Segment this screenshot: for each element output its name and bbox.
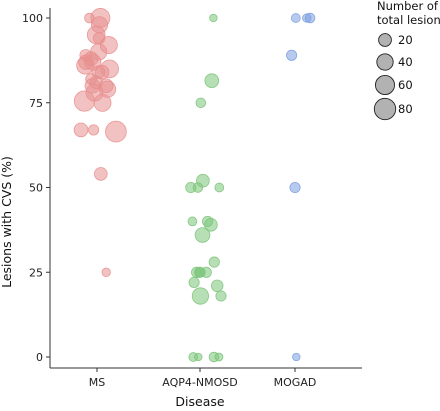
y-ticks: 0 25 50 75 100: [22, 12, 50, 364]
bubble-aqp4-nmosd-6: [214, 182, 225, 193]
bubble-aqp4-nmosd-18: [191, 287, 209, 305]
legend-items: 20 40 60 80: [373, 33, 413, 121]
x-axis-title: Disease: [175, 394, 224, 409]
bubble-aqp4-nmosd-11: [208, 256, 220, 268]
bubble-aqp4-nmosd-15: [200, 266, 212, 278]
bubble-mogad-2: [304, 12, 316, 24]
bubble-aqp4-nmosd-7: [187, 216, 198, 227]
bubble-aqp4-nmosd-23: [214, 352, 224, 362]
legend-label-1: 40: [398, 55, 413, 69]
legend-title-line-2: total lesions:: [377, 13, 440, 27]
bubble-ms-26: [94, 167, 108, 181]
legend-label-3: 80: [398, 102, 413, 116]
bubble-aqp4-nmosd-16: [188, 276, 200, 288]
bubble-ms-23: [73, 122, 89, 138]
legend-bubble-1: [376, 53, 394, 71]
bubble-mogad-4: [289, 181, 301, 194]
y-tick-label-1: 25: [29, 266, 43, 279]
bubble-aqp4-nmosd-2: [195, 97, 207, 109]
legend-label-0: 20: [398, 33, 413, 47]
bubble-ms-22: [93, 93, 112, 112]
bubble-aqp4-nmosd-0: [209, 13, 218, 23]
bubble-aqp4-nmosd-5: [192, 182, 204, 193]
y-tick-label-3: 75: [29, 97, 43, 110]
y-axis: 0 25 50 75 100: [22, 8, 51, 368]
x-tick-label-1: AQP4-NMOSD: [162, 376, 237, 389]
bubble-ms-24: [88, 124, 100, 136]
x-ticks: MS AQP4-NMOSD MOGAD: [89, 368, 317, 389]
legend-bubble-2: [375, 74, 396, 95]
y-axis-title: Lesions with CVS (%): [0, 156, 14, 288]
legend-title-line-1: Number of: [377, 0, 439, 13]
x-tick-label-2: MOGAD: [274, 376, 317, 389]
bubble-mogad-5: [292, 352, 301, 362]
legend-bubble-0: [378, 33, 392, 47]
x-axis: MS AQP4-NMOSD MOGAD: [50, 367, 362, 389]
y-tick-label-4: 100: [22, 12, 43, 25]
bubble-aqp4-nmosd-17: [210, 279, 224, 293]
legend-label-2: 60: [398, 78, 413, 92]
legend: Number of total lesions: 20 40 60 80: [373, 0, 440, 121]
y-tick-label-2: 50: [29, 182, 43, 195]
bubble-ms-21: [73, 90, 95, 112]
bubble-mogad-3: [286, 49, 298, 61]
bubble-mogad-0: [290, 13, 301, 23]
bubble-aqp4-nmosd-9: [204, 218, 218, 232]
bubble-aqp4-nmosd-1: [204, 73, 220, 89]
bubble-aqp4-nmosd-21: [194, 352, 203, 362]
bubble-ms-25: [105, 120, 127, 143]
bubble-layer: [73, 8, 316, 363]
x-tick-label-0: MS: [89, 376, 105, 389]
y-tick-label-0: 0: [36, 351, 43, 364]
bubble-aqp4-nmosd-19: [215, 290, 227, 302]
legend-bubble-3: [373, 97, 397, 121]
bubble-aqp4-nmosd-10: [194, 227, 211, 243]
bubble-ms-27: [101, 267, 111, 277]
